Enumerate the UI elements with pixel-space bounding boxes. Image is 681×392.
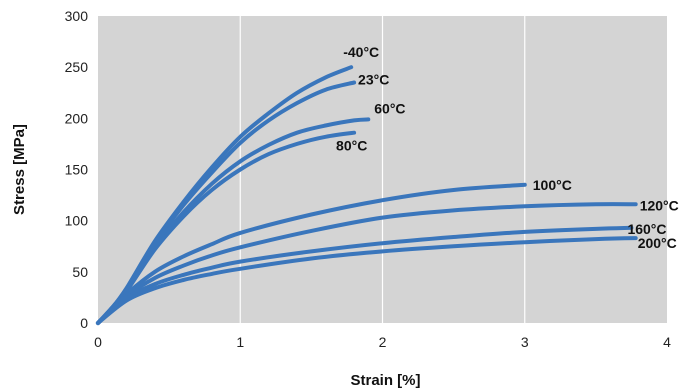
y-tick-label: 250 xyxy=(65,59,89,75)
y-axis-ticks: 0 50 100 150 200 250 300 xyxy=(65,8,89,331)
series-label: 120°C xyxy=(640,197,679,213)
series-label: 60°C xyxy=(374,100,405,116)
series-line xyxy=(96,225,634,325)
series-label: 200°C xyxy=(638,235,677,251)
x-tick-label: 1 xyxy=(236,334,244,350)
y-tick-label: 100 xyxy=(65,213,89,229)
series-line xyxy=(96,182,527,325)
series-label: 160°C xyxy=(627,221,666,237)
x-tick-label: 2 xyxy=(379,334,387,350)
x-tick-label: 0 xyxy=(94,334,102,350)
y-tick-label: 300 xyxy=(65,8,89,24)
series-line xyxy=(96,202,638,325)
series-label: -40°C xyxy=(343,44,379,60)
y-tick-label: 50 xyxy=(72,264,88,280)
y-axis-title: Stress [MPa] xyxy=(11,124,28,215)
x-tick-label: 4 xyxy=(663,334,671,350)
x-tick-label: 3 xyxy=(521,334,529,350)
series-lines xyxy=(96,65,638,325)
series-label: 80°C xyxy=(336,138,367,154)
x-axis-ticks: 0 1 2 3 4 xyxy=(94,334,671,350)
x-axis-title: Strain [%] xyxy=(350,372,420,389)
series-label: 23°C xyxy=(358,72,389,88)
y-tick-label: 150 xyxy=(65,162,89,178)
series-line xyxy=(96,236,638,325)
series-label: 100°C xyxy=(533,177,572,193)
y-tick-label: 200 xyxy=(65,110,89,126)
y-tick-label: 0 xyxy=(80,315,88,331)
